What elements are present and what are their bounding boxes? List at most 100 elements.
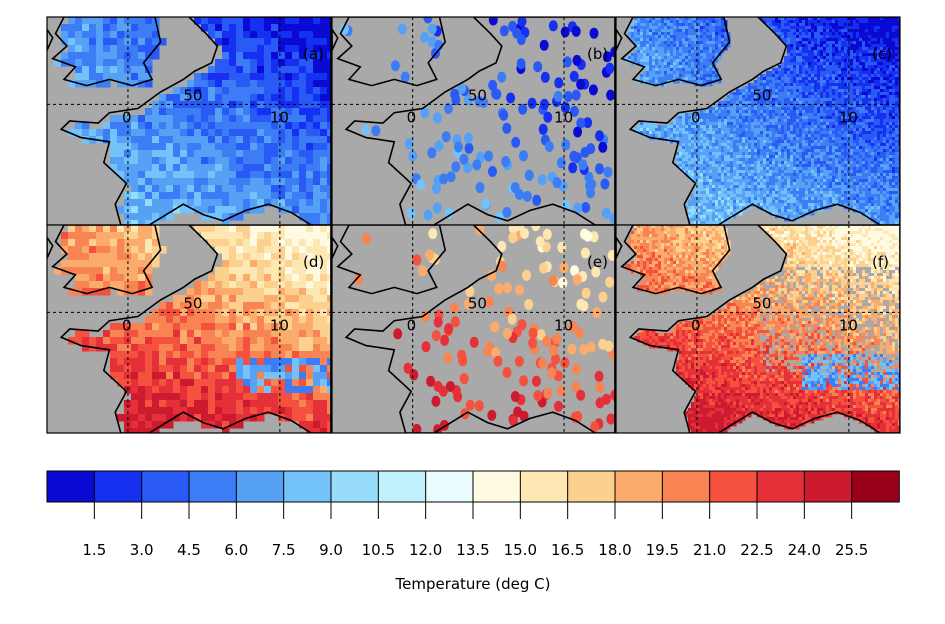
station-point	[591, 266, 601, 278]
station-point	[406, 207, 416, 219]
station-point	[479, 96, 489, 108]
station-point	[487, 270, 497, 282]
temperature-field	[625, 225, 900, 433]
station-point	[579, 300, 589, 312]
station-point	[571, 381, 581, 393]
station-point	[548, 20, 558, 32]
station-point	[533, 390, 543, 402]
station-point	[569, 70, 579, 82]
station-point	[595, 130, 604, 142]
station-point	[412, 254, 422, 266]
station-point	[548, 275, 558, 286]
station-point	[598, 291, 608, 303]
station-point	[421, 341, 431, 353]
station-point	[420, 107, 430, 119]
station-point	[404, 138, 414, 150]
station-point	[552, 333, 562, 345]
station-point	[547, 367, 557, 379]
station-point	[538, 123, 548, 135]
station-point	[510, 391, 520, 402]
station-point	[524, 299, 534, 310]
station-point	[542, 336, 552, 347]
station-point	[441, 131, 451, 143]
colorbar: 1.5 3.0 4.5 6.0 7.5 9.0 10.5 12.0 13.5 15.0 16.5 18…	[46, 470, 900, 559]
station-point	[361, 124, 371, 136]
grid-label-lon-0: 0	[691, 316, 701, 334]
station-point	[490, 321, 500, 333]
station-point	[362, 233, 372, 245]
station-point	[434, 140, 444, 152]
panel-label: (f)	[872, 253, 889, 271]
station-point	[557, 241, 567, 253]
station-point	[548, 344, 558, 356]
station-point	[423, 209, 433, 221]
station-point	[580, 247, 590, 259]
colorbar-tick-label: 3.0	[130, 541, 154, 559]
panel-label: (d)	[303, 253, 324, 271]
grid-label-lon-0: 0	[122, 316, 132, 334]
station-point	[543, 111, 553, 123]
station-point	[511, 136, 521, 148]
station-point	[412, 423, 422, 433]
station-point	[531, 225, 541, 232]
colorbar-swatch	[519, 470, 569, 503]
station-point	[560, 26, 570, 38]
colorbar-tick-label: 13.5	[456, 541, 489, 559]
station-point	[571, 363, 581, 375]
station-point	[578, 159, 588, 171]
colorbar-swatch	[188, 470, 238, 503]
coastlines	[332, 17, 615, 225]
station-point	[573, 202, 583, 214]
station-point	[475, 182, 485, 194]
station-point	[509, 415, 518, 427]
station-point	[497, 240, 507, 252]
station-point	[603, 166, 613, 178]
station-point	[485, 341, 495, 353]
station-point	[571, 25, 581, 37]
grid-label-lat-50: 50	[752, 294, 771, 312]
grid-label-lat-50: 50	[183, 86, 202, 104]
station-point	[568, 321, 578, 333]
station-markers	[339, 17, 615, 224]
station-point	[463, 132, 473, 144]
station-point	[579, 344, 589, 356]
station-point	[427, 23, 437, 35]
station-point	[543, 387, 553, 399]
station-point	[586, 143, 596, 155]
station-point	[418, 265, 428, 277]
station-point	[569, 105, 579, 117]
graticule	[332, 225, 615, 433]
station-point	[535, 236, 545, 248]
colorbar-tick-label: 12.0	[409, 541, 442, 559]
map-panel-b: 0 10 50 (b)	[331, 16, 616, 226]
panel-label: (a)	[303, 45, 324, 63]
station-point	[488, 79, 498, 91]
station-point	[601, 207, 611, 219]
colorbar-swatch	[661, 470, 711, 503]
map-panel-d: 0 10 50 (d)	[46, 224, 332, 434]
colorbar-swatch	[425, 470, 474, 503]
grid-label-lat-50: 50	[468, 294, 487, 312]
station-point	[522, 269, 531, 281]
station-point	[528, 327, 538, 339]
station-point	[551, 353, 560, 365]
station-markers	[353, 225, 615, 433]
station-point	[449, 302, 459, 314]
station-point	[444, 323, 454, 335]
station-point	[497, 71, 507, 83]
station-point	[573, 411, 583, 423]
graticule	[616, 225, 900, 433]
station-point	[517, 319, 527, 331]
station-point	[508, 225, 518, 234]
station-point	[450, 88, 460, 100]
grid-label-lon-0: 0	[122, 108, 132, 126]
station-point	[598, 141, 608, 153]
colorbar-swatch	[756, 470, 806, 503]
station-point	[595, 381, 605, 393]
graticule	[47, 17, 331, 225]
station-point	[553, 90, 563, 102]
coastlines	[616, 17, 900, 225]
station-point	[540, 71, 550, 83]
map-panel-e: 0 10 50 (e)	[331, 224, 616, 434]
colorbar-tick-label: 19.5	[646, 541, 679, 559]
